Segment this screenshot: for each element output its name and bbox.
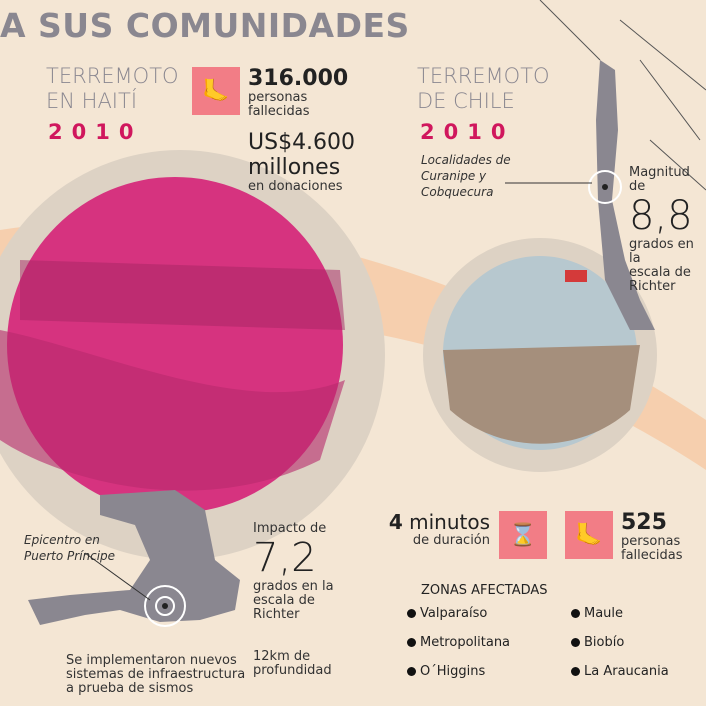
chile-magnitude-value: 8,8: [629, 193, 693, 239]
zone-item: O´Higgins: [407, 664, 571, 679]
zone-label: Valparaíso: [420, 606, 488, 621]
toe-tag-icon: 🦶: [192, 67, 240, 115]
magnitude-label: Magnitud de: [629, 165, 690, 194]
infra-line: Se implementaron nuevos: [66, 653, 237, 668]
chile-deaths-label: personas: [621, 534, 681, 549]
zone-item: Maule: [571, 606, 691, 621]
epicenter-line: Puerto Príncipe: [24, 549, 116, 563]
chile-localities: Localidades de Curanipe y Cobquecura: [421, 152, 511, 200]
epicenter-line: Epicentro en: [24, 533, 100, 547]
localities-line: Localidades de: [421, 153, 511, 167]
chile-deaths-value: 525: [621, 510, 667, 535]
zone-label: Metropolitana: [420, 635, 511, 650]
depth-line: profundidad: [253, 663, 332, 678]
infra-line: a prueba de sismos: [66, 681, 194, 696]
page-title: A SUS COMUNIDADES: [0, 6, 410, 45]
chile-map: [596, 60, 655, 330]
scale-line: escala de: [629, 265, 691, 280]
chile-year: 2010: [420, 120, 515, 144]
haiti-deaths-label: fallecidas: [248, 104, 310, 119]
chile-duration: 4 minutos de duración: [386, 510, 490, 548]
zones-title: ZONAS AFECTADAS: [421, 583, 548, 598]
duration-value: 4: [388, 510, 403, 534]
zone-item: Biobío: [571, 635, 691, 650]
haiti-year: 2010: [48, 120, 143, 144]
toe-tag-icon: 🦶: [565, 511, 613, 559]
chile-deaths: 525 personas fallecidas: [621, 510, 683, 563]
zones-list: Valparaíso Maule Metropolitana Biobío O´…: [407, 606, 691, 679]
chile-heading-line2: DE CHILE: [417, 89, 515, 113]
haiti-deaths: 316.000 personas fallecidas: [248, 66, 348, 119]
zone-label: La Araucania: [584, 664, 669, 679]
scale-line: Richter: [253, 607, 300, 622]
zone-item: Valparaíso: [407, 606, 571, 621]
haiti-magnitude-value: 7,2: [253, 535, 317, 581]
zone-label: Biobío: [584, 635, 625, 650]
scale-line: escala de: [253, 593, 315, 608]
haiti-donations-unit: millones: [248, 155, 341, 180]
infra-line: sistemas de infraestructura: [66, 667, 246, 682]
haiti-donations: US$4.600 millones en donaciones: [248, 130, 355, 194]
depth-line: 12km de: [253, 649, 311, 664]
chile-deaths-label: fallecidas: [621, 548, 683, 563]
duration-unit: minutos: [409, 510, 490, 534]
haiti-map: [28, 490, 240, 625]
impact-label: Impacto de: [253, 521, 327, 536]
localities-line: Cobquecura: [421, 185, 494, 199]
chile-heading: TERREMOTO DE CHILE: [417, 64, 550, 114]
haiti-magnitude: Impacto de 7,2 grados en la escala de Ri…: [253, 522, 334, 622]
haiti-epicenter: Epicentro en Puerto Príncipe: [24, 532, 115, 564]
haiti-donations-value: US$4.600: [248, 130, 356, 155]
haiti-donations-label: en donaciones: [248, 179, 343, 194]
haiti-heading: TERREMOTO EN HAITÍ: [46, 64, 179, 114]
zone-item: La Araucania: [571, 664, 691, 679]
zone-label: O´Higgins: [420, 664, 486, 679]
haiti-deaths-value: 316.000: [248, 66, 349, 91]
scale-line: grados en la: [253, 579, 334, 594]
chile-heading-line1: TERREMOTO: [417, 64, 550, 88]
haiti-heading-line2: EN HAITÍ: [46, 89, 138, 113]
scale-line: grados en la: [629, 237, 694, 266]
haiti-deaths-label: personas: [248, 90, 308, 105]
hourglass-icon: ⌛: [499, 511, 547, 559]
zone-item: Metropolitana: [407, 635, 571, 650]
haiti-heading-line1: TERREMOTO: [46, 64, 179, 88]
zone-label: Maule: [584, 606, 624, 621]
localities-line: Curanipe y: [421, 169, 487, 183]
haiti-infrastructure: Se implementaron nuevos sistemas de infr…: [66, 654, 245, 696]
duration-label: de duración: [412, 533, 490, 548]
scale-line: Richter: [629, 279, 676, 294]
chile-magnitude: Magnitud de 8,8 grados en la escala de R…: [629, 166, 706, 294]
haiti-depth: 12km de profundidad: [253, 650, 332, 678]
